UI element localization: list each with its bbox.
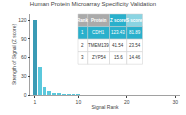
svg-text:1: 1: [81, 30, 84, 35]
svg-text:23.54: 23.54: [129, 43, 141, 48]
svg-text:Human Protein Microarray Speci: Human Protein Microarray Specificity Val…: [30, 1, 156, 7]
svg-text:1: 1: [33, 99, 36, 105]
svg-text:CDH1: CDH1: [92, 30, 105, 35]
svg-text:20: 20: [124, 99, 130, 105]
svg-text:41.54: 41.54: [112, 43, 124, 48]
svg-text:3: 3: [81, 55, 84, 60]
svg-text:90: 90: [21, 36, 27, 42]
svg-text:15.6: 15.6: [114, 55, 123, 60]
svg-text:14.46: 14.46: [129, 55, 141, 60]
svg-text:123.43: 123.43: [111, 30, 125, 35]
svg-text:Rank: Rank: [77, 18, 89, 23]
svg-text:0: 0: [24, 92, 27, 98]
svg-text:Protein: Protein: [91, 18, 107, 23]
svg-text:81.89: 81.89: [129, 30, 141, 35]
svg-text:30: 30: [21, 73, 27, 79]
svg-text:120: 120: [18, 17, 27, 23]
svg-text:2: 2: [81, 43, 84, 48]
svg-text:TMEM139: TMEM139: [88, 43, 109, 48]
svg-text:Strength of Signal (Z score): Strength of Signal (Z score): [11, 24, 17, 85]
svg-text:Signal Rank: Signal Rank: [92, 104, 119, 110]
svg-text:60: 60: [21, 54, 27, 60]
svg-text:10: 10: [76, 99, 82, 105]
svg-text:S score: S score: [126, 18, 143, 23]
svg-text:Z score: Z score: [110, 18, 127, 23]
svg-text:30: 30: [172, 99, 178, 105]
svg-text:ZYP54: ZYP54: [92, 55, 106, 60]
